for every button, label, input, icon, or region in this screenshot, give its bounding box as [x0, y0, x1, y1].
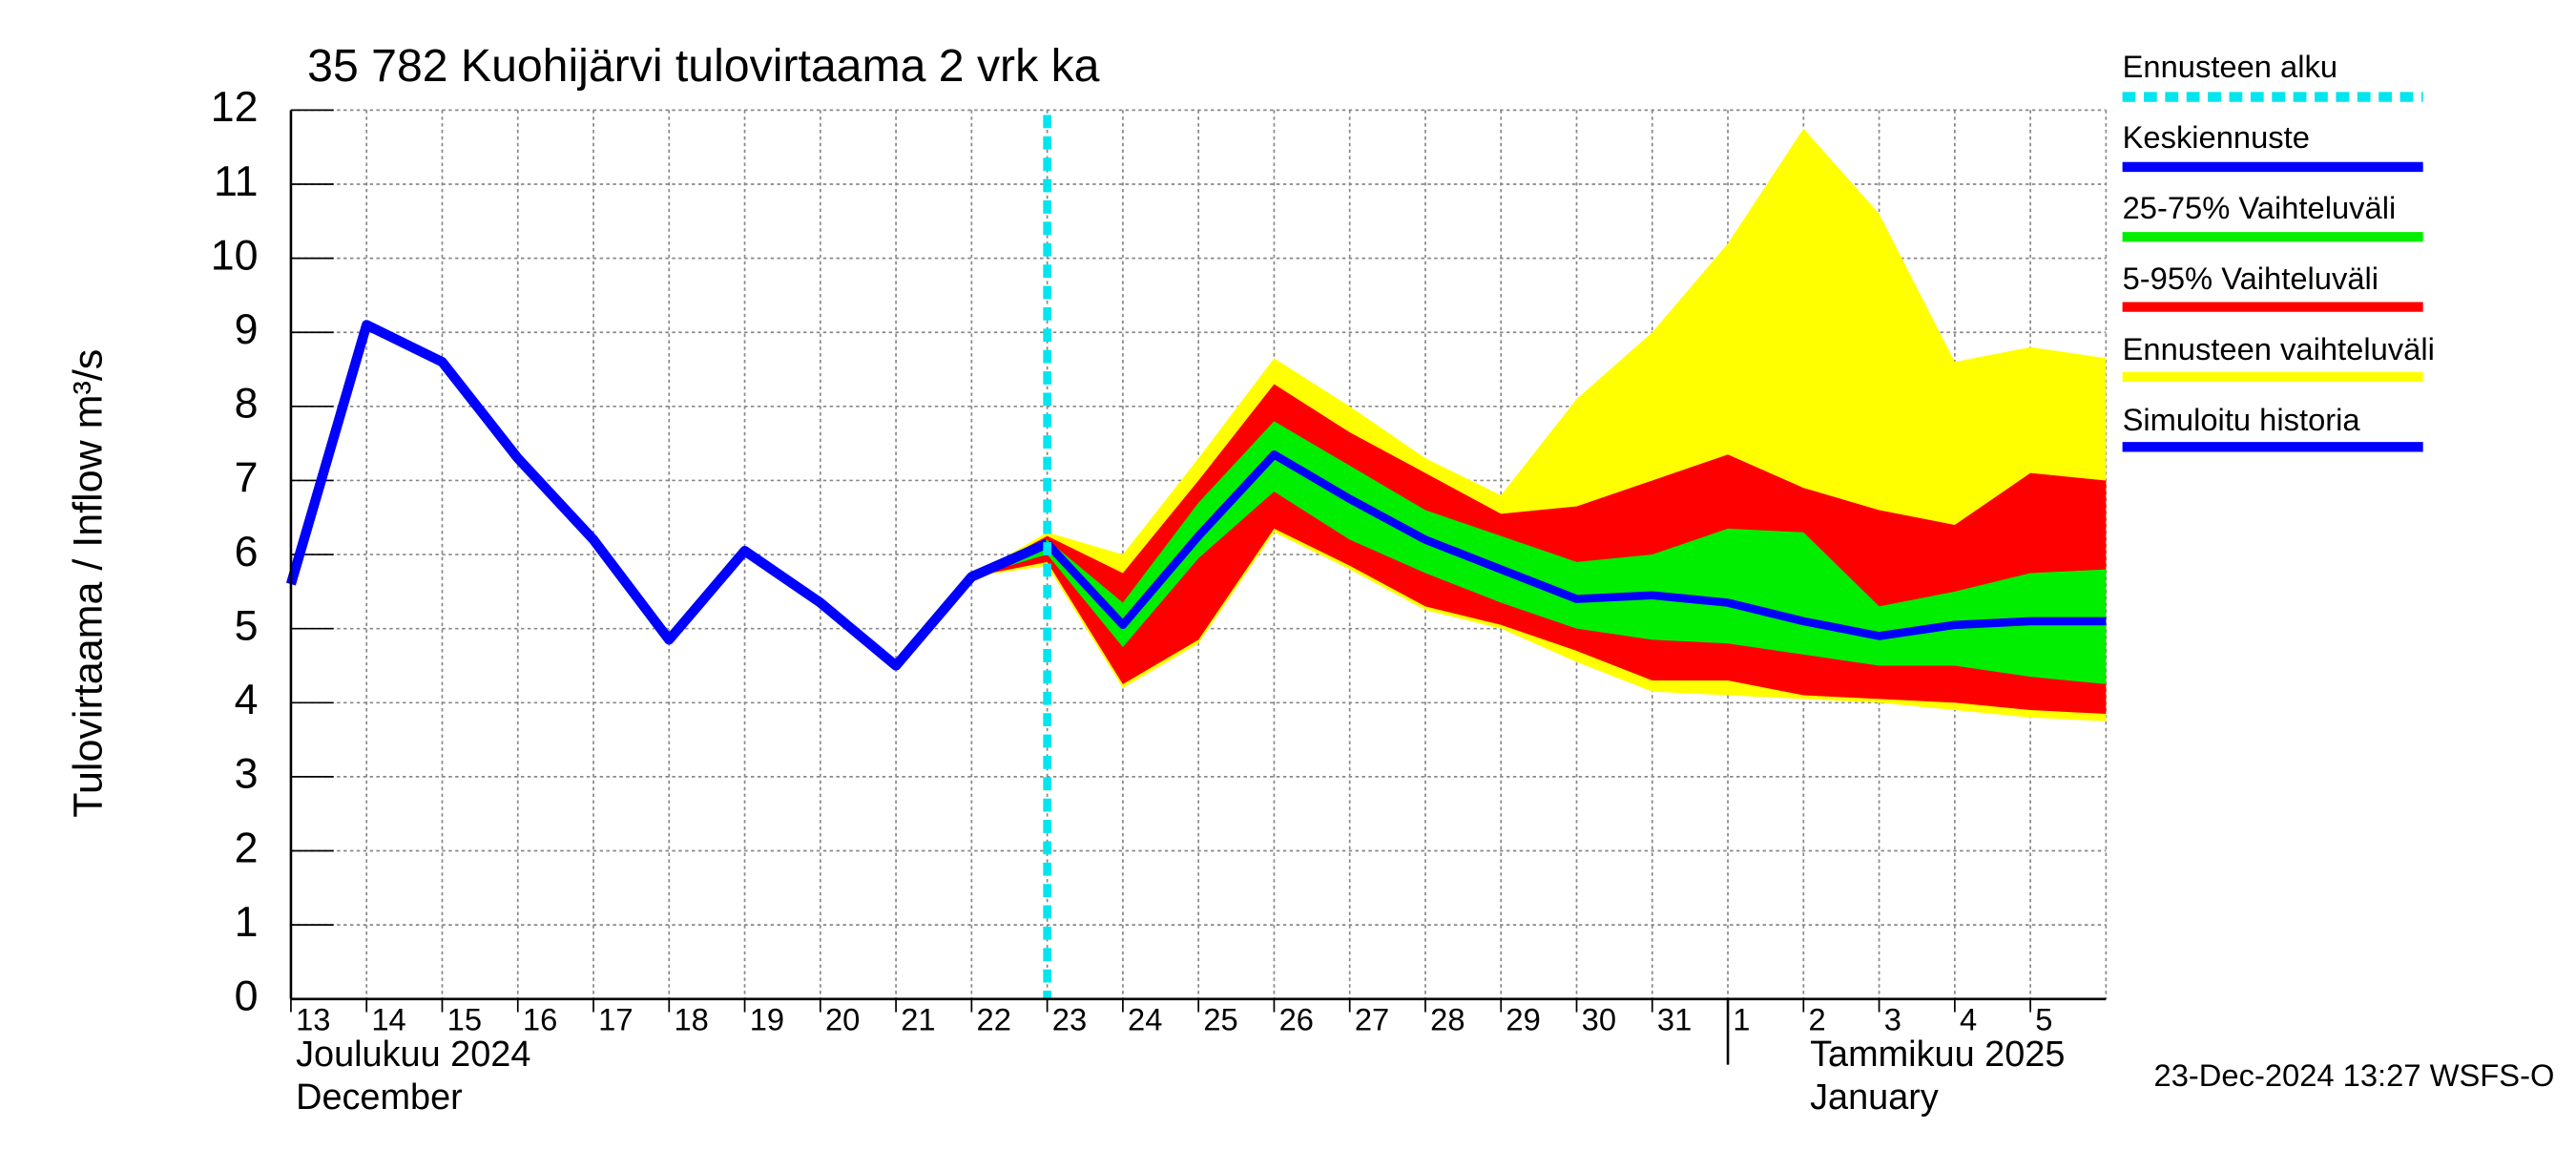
- x-tick-label: 14: [371, 1002, 405, 1037]
- y-tick-label: 10: [211, 231, 259, 279]
- legend-label: 25-75% Vaihteluväli: [2123, 190, 2397, 225]
- band: [971, 421, 2107, 684]
- x-tick-label: 16: [523, 1002, 557, 1037]
- x-tick-label: 24: [1128, 1002, 1162, 1037]
- y-tick-label: 3: [235, 750, 259, 798]
- x-tick-label: 28: [1430, 1002, 1465, 1037]
- x-tick-label: 15: [447, 1002, 482, 1037]
- x-tick-label: 31: [1657, 1002, 1692, 1037]
- y-tick-label: 1: [235, 898, 259, 946]
- y-tick-label: 5: [235, 602, 259, 650]
- month-label-en: January: [1810, 1077, 1939, 1118]
- legend-label: Ennusteen alku: [2123, 49, 2337, 84]
- x-tick-label: 29: [1506, 1002, 1540, 1037]
- x-tick-label: 21: [901, 1002, 935, 1037]
- line: [285, 320, 1049, 671]
- month-label: Joulukuu 2024: [296, 1035, 530, 1075]
- month-label-en: December: [296, 1077, 463, 1118]
- x-tick-label: 5: [2035, 1002, 2052, 1037]
- x-tick-label: 26: [1279, 1002, 1314, 1037]
- x-tick-label: 22: [977, 1002, 1011, 1037]
- x-tick-label: 30: [1582, 1002, 1616, 1037]
- y-tick-label: 8: [235, 380, 259, 428]
- x-tick-label: 20: [825, 1002, 860, 1037]
- month-label: Tammikuu 2025: [1810, 1035, 2065, 1075]
- y-tick-label: 11: [214, 157, 258, 205]
- x-tick-label: 3: [1884, 1002, 1901, 1037]
- y-tick-label: 7: [235, 453, 259, 501]
- y-tick-label: 6: [235, 528, 259, 575]
- y-tick-label: 0: [235, 972, 259, 1020]
- x-tick-label: 4: [1960, 1002, 1977, 1037]
- legend-label: Keskiennuste: [2123, 119, 2310, 155]
- y-axis-label: Tulovirtaama / Inflow m³/s: [65, 349, 111, 818]
- x-tick-label: 13: [296, 1002, 330, 1037]
- y-tick-label: 12: [211, 83, 259, 131]
- x-tick-label: 18: [674, 1002, 708, 1037]
- x-tick-label: 19: [750, 1002, 784, 1037]
- x-tick-label: 27: [1355, 1002, 1389, 1037]
- y-tick-label: 4: [235, 676, 259, 723]
- line: [1044, 450, 2107, 640]
- x-tick-label: 2: [1808, 1002, 1825, 1037]
- legend-label: Ennusteen vaihteluväli: [2123, 331, 2435, 366]
- x-tick-label: 23: [1052, 1002, 1087, 1037]
- legend-label: Simuloitu historia: [2123, 402, 2361, 437]
- legend-label: 5-95% Vaihteluväli: [2123, 261, 2379, 296]
- timestamp: 23-Dec-2024 13:27 WSFS-O: [2154, 1057, 2555, 1093]
- y-tick-label: 2: [235, 824, 259, 871]
- y-tick-label: 9: [235, 305, 259, 353]
- x-tick-label: 25: [1203, 1002, 1237, 1037]
- x-tick-label: 17: [598, 1002, 633, 1037]
- chart-title: 35 782 Kuohijärvi tulovirtaama 2 vrk ka: [307, 40, 1100, 92]
- x-tick-label: 1: [1733, 1002, 1750, 1037]
